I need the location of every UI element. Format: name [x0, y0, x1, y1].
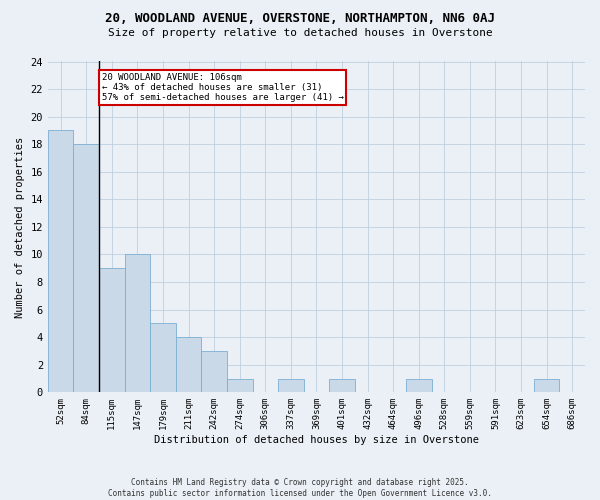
Bar — [534, 378, 559, 392]
Y-axis label: Number of detached properties: Number of detached properties — [15, 136, 25, 318]
Bar — [176, 337, 202, 392]
Text: Size of property relative to detached houses in Overstone: Size of property relative to detached ho… — [107, 28, 493, 38]
Bar — [406, 378, 431, 392]
Text: 20 WOODLAND AVENUE: 106sqm
← 43% of detached houses are smaller (31)
57% of semi: 20 WOODLAND AVENUE: 106sqm ← 43% of deta… — [101, 72, 343, 102]
Text: 20, WOODLAND AVENUE, OVERSTONE, NORTHAMPTON, NN6 0AJ: 20, WOODLAND AVENUE, OVERSTONE, NORTHAMP… — [105, 12, 495, 26]
Bar — [99, 268, 125, 392]
Bar — [227, 378, 253, 392]
Bar — [329, 378, 355, 392]
Bar — [73, 144, 99, 392]
Bar — [278, 378, 304, 392]
Bar — [150, 324, 176, 392]
Bar — [202, 351, 227, 393]
Bar — [48, 130, 73, 392]
Text: Contains HM Land Registry data © Crown copyright and database right 2025.
Contai: Contains HM Land Registry data © Crown c… — [108, 478, 492, 498]
Bar — [125, 254, 150, 392]
X-axis label: Distribution of detached houses by size in Overstone: Distribution of detached houses by size … — [154, 435, 479, 445]
